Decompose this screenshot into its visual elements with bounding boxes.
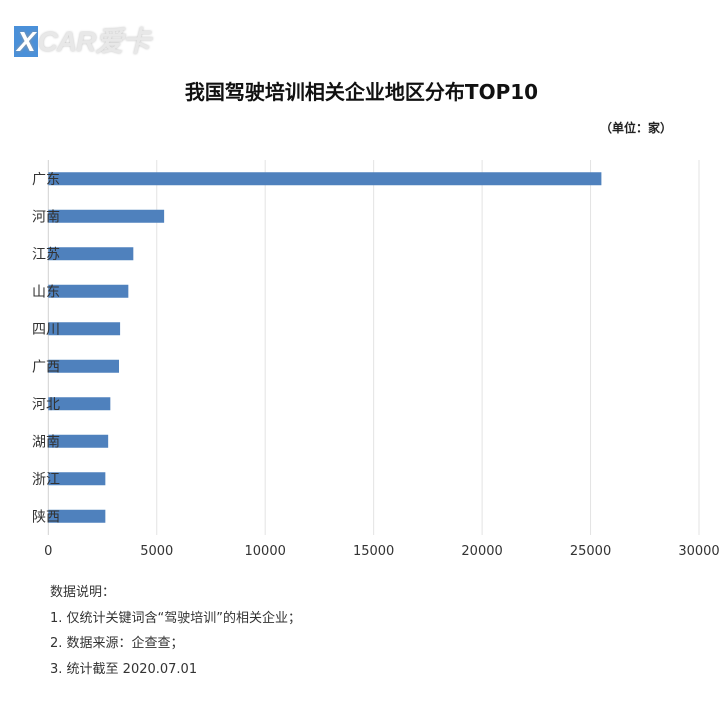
note-item: 3. 统计截至 2020.07.01 xyxy=(50,661,198,677)
bar-河北 xyxy=(48,397,111,411)
bar-江苏 xyxy=(48,247,134,261)
bar-陕西 xyxy=(48,509,106,523)
bar-广东 xyxy=(48,172,602,186)
x-tick-label: 10000 xyxy=(245,544,286,559)
x-tick-label: 15000 xyxy=(353,544,394,559)
category-label: 陕西 xyxy=(32,509,60,525)
category-label: 广西 xyxy=(32,359,60,375)
bar-河南 xyxy=(48,209,165,223)
x-tick-label: 0 xyxy=(44,544,52,559)
bar-湖南 xyxy=(48,434,109,448)
category-label: 浙江 xyxy=(32,472,60,488)
category-label: 河北 xyxy=(32,397,60,413)
category-label: 广东 xyxy=(32,172,60,188)
category-label: 四川 xyxy=(32,322,60,338)
x-tick-label: 25000 xyxy=(570,544,611,559)
chart-title: 我国驾驶培训相关企业地区分布TOP10 xyxy=(184,80,539,104)
bar-浙江 xyxy=(48,472,106,486)
notes: 数据说明： 1. 仅统计关键词含“驾驶培训”的相关企业； 2. 数据来源：企查查… xyxy=(50,580,301,682)
bar-四川 xyxy=(48,322,121,336)
note-item: 1. 仅统计关键词含“驾驶培训”的相关企业； xyxy=(50,610,302,626)
note-item: 2. 数据来源：企查查； xyxy=(50,636,184,651)
bar-山东 xyxy=(48,284,129,298)
xcar-logo: X CAR爱卡 xyxy=(14,20,150,60)
unit-label: （单位：家） xyxy=(600,121,673,135)
category-label: 湖南 xyxy=(32,434,60,450)
category-label: 江苏 xyxy=(32,247,60,263)
category-label: 山东 xyxy=(32,284,60,300)
notes-heading: 数据说明： xyxy=(50,585,116,600)
category-label: 河南 xyxy=(32,209,60,225)
x-tick-label: 5000 xyxy=(140,544,173,559)
x-tick-label: 20000 xyxy=(461,544,502,559)
x-tick-label: 30000 xyxy=(678,544,719,559)
bar-广西 xyxy=(48,359,120,373)
